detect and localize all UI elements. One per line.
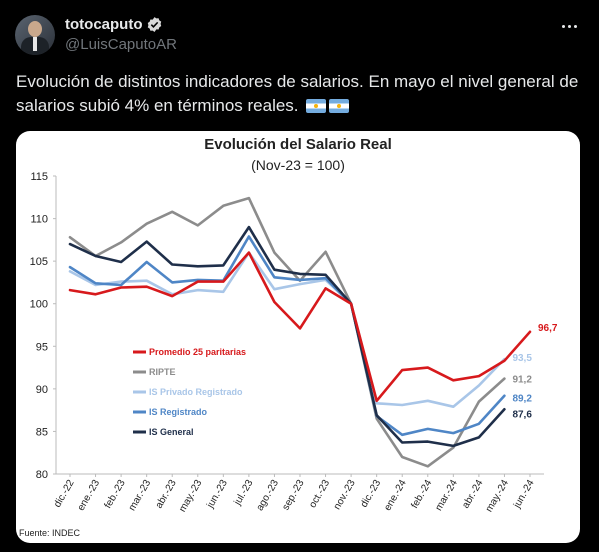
y-tick-label: 85: [36, 426, 48, 438]
more-icon[interactable]: [559, 18, 579, 34]
verified-badge-icon: [148, 17, 162, 32]
legend-label: IS Registrado: [149, 407, 208, 417]
legend-label: Promedio 25 paritarias: [149, 347, 246, 357]
avatar-face: [28, 21, 42, 37]
y-tick-label: 105: [30, 256, 48, 268]
author-avatar[interactable]: [15, 15, 55, 55]
x-tick-label: mar.-23: [127, 478, 154, 513]
series-line-promedio-25-paritarias: [68, 251, 532, 403]
end-value-label: 87,6: [512, 409, 532, 420]
series-line-ripte: [68, 196, 506, 468]
chart-subtitle: (Nov-23 = 100): [251, 157, 345, 173]
legend-label: IS Privado Registrado: [149, 387, 243, 397]
x-tick-label: ago.-23: [255, 478, 282, 513]
x-tick-label: may.-23: [177, 478, 204, 515]
x-tick-label: nov.-23: [332, 478, 358, 512]
legend-label: IS General: [149, 427, 194, 437]
y-tick-label: 90: [36, 384, 48, 396]
x-tick-label: abr.-24: [460, 478, 485, 511]
source-note: Fuente: INDEC: [19, 528, 81, 538]
argentina-flag-icon: [306, 99, 327, 113]
x-tick-label: feb.-23: [103, 478, 128, 511]
y-tick-label: 115: [30, 171, 48, 183]
x-tick-label: ene.-23: [76, 478, 103, 513]
end-value-label: 93,5: [512, 353, 532, 364]
tweet-body: Evolución de distintos indicadores de sa…: [16, 72, 579, 115]
series-line-is-registrado: [68, 235, 506, 437]
end-value-label: 91,2: [512, 375, 532, 386]
legend-label: RIPTE: [149, 367, 176, 377]
x-tick-label: may.-24: [484, 478, 511, 515]
x-tick-label: sep.-23: [280, 478, 306, 513]
x-tick-label: jul.-23: [232, 478, 256, 508]
y-tick-label: 110: [30, 214, 48, 226]
y-tick-label: 95: [36, 341, 48, 353]
x-tick-label: dic.-22: [52, 478, 77, 510]
x-tick-label: jun.-24: [511, 478, 537, 511]
series-line-is-general: [68, 225, 506, 448]
x-tick-label: ene.-24: [382, 478, 409, 513]
chart-title: Evolución del Salario Real: [204, 136, 392, 153]
author-name[interactable]: totocaputo: [65, 16, 143, 33]
x-tick-label: abr.-23: [154, 478, 179, 511]
series-line-is-privado-registrado: [68, 251, 506, 409]
argentina-flag-icon: [329, 99, 350, 113]
y-tick-label: 80: [36, 469, 48, 481]
tweet-text: Evolución de distintos indicadores de sa…: [16, 70, 586, 118]
author-name-row[interactable]: totocaputo: [65, 16, 163, 33]
salary-chart: Evolución del Salario Real (Nov-23 = 100)…: [19, 136, 558, 538]
x-tick-label: jun.-23: [205, 478, 231, 511]
end-value-label: 89,2: [512, 394, 532, 405]
x-tick-label: feb.-24: [409, 478, 434, 511]
author-handle[interactable]: @LuisCaputoAR: [65, 36, 177, 53]
tweet-image[interactable]: Evolución del Salario Real (Nov-23 = 100)…: [16, 131, 580, 543]
y-tick-label: 100: [30, 299, 48, 311]
x-tick-label: oct.-23: [307, 478, 332, 510]
x-tick-label: dic.-23: [359, 478, 384, 510]
x-tick-label: mar.-24: [433, 478, 460, 513]
avatar-shirt: [33, 37, 37, 51]
end-value-label: 96,7: [538, 323, 558, 334]
